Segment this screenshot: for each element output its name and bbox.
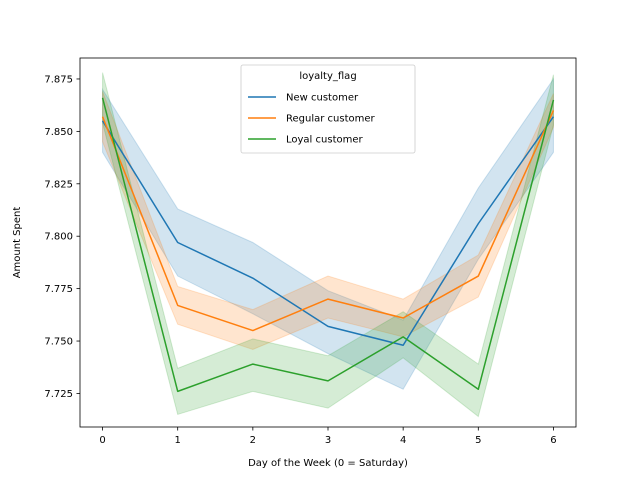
y-axis-label: Amount Spent (12, 207, 23, 279)
y-axis-ticks: 7.725 7.750 7.775 7.800 7.825 7.850 7.875 (44, 74, 80, 400)
legend-label-3: Loyal customer (286, 135, 363, 146)
x-tick-label: 0 (99, 435, 105, 446)
plot-frame (79, 57, 577, 428)
legend-items: New customer Regular customer Loyal custom… (248, 93, 376, 146)
x-tick-label: 5 (475, 435, 481, 446)
x-axis-ticks: 0 1 2 3 4 5 6 (99, 427, 557, 446)
x-tick-label: 6 (550, 435, 556, 446)
y-tick-label: 7.825 (44, 179, 73, 190)
y-tick-label: 7.725 (44, 389, 73, 400)
x-tick-label: 2 (250, 435, 256, 446)
x-tick-label: 4 (400, 435, 406, 446)
y-tick-label: 7.800 (44, 232, 73, 243)
legend: loyalty_flag New customer Regular custome… (240, 64, 416, 154)
legend-label-2: Regular customer (286, 114, 376, 125)
confidence-band-3 (102, 72, 554, 418)
x-axis-label: Day of the Week (0 = Saturday) (248, 458, 408, 469)
legend-title: loyalty_flag (299, 71, 356, 82)
y-tick-label: 7.750 (44, 337, 73, 348)
series-lines (101, 97, 555, 393)
confidence-band-1 (102, 77, 554, 390)
y-tick-label: 7.850 (44, 127, 73, 138)
x-tick-label: 1 (175, 435, 181, 446)
legend-label-1: New customer (286, 93, 359, 104)
y-tick-label: 7.775 (44, 284, 73, 295)
legend-box (240, 64, 416, 154)
y-tick-label: 7.875 (44, 74, 73, 85)
x-tick-label: 3 (325, 435, 331, 446)
